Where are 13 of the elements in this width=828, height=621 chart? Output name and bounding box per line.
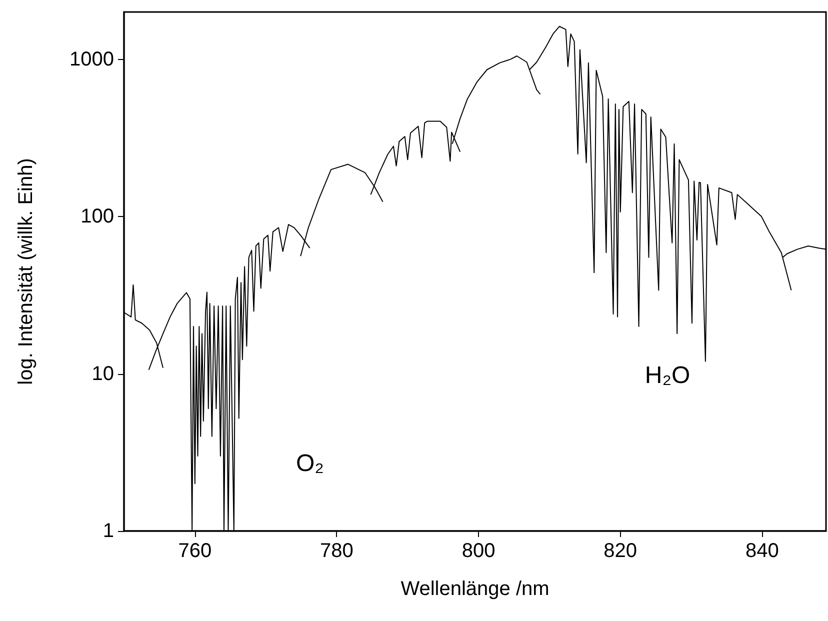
- y-axis-title: log. Intensität (willk. Einh): [15, 158, 37, 385]
- annotation: O₂: [296, 450, 324, 478]
- y-tick-label: 1: [102, 520, 114, 542]
- y-tick-label: 100: [80, 206, 114, 228]
- x-axis-title: Wellenlänge /nm: [400, 578, 550, 600]
- x-tick-label: 800: [462, 540, 496, 562]
- y-tick-label: 1000: [70, 48, 114, 70]
- x-tick-label: 760: [178, 540, 212, 562]
- x-tick-label: 840: [745, 540, 779, 562]
- x-tick-label: 780: [320, 540, 354, 562]
- annotation: H₂O: [644, 362, 690, 389]
- x-tick-label: 820: [604, 540, 638, 562]
- y-tick-label: 10: [92, 362, 114, 385]
